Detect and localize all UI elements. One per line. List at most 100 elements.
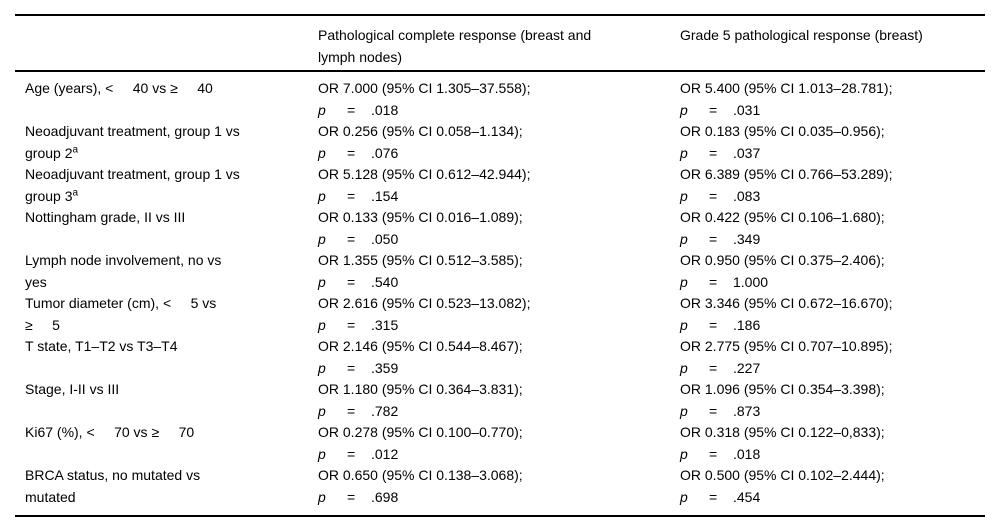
p-symbol: p [318,488,326,505]
table-body: Age (years), < 40 vs ≥ 40 OR 7.000 (95% C… [15,72,985,515]
p-symbol: p [680,316,688,333]
row-label: Stage, I-II vs III [15,379,310,401]
equals-sign: = [347,187,356,204]
p-value: .083 [733,187,761,204]
or-ci-text: OR 2.146 (95% CI 0.544–8.467); [318,338,523,354]
p-symbol: p [680,488,688,505]
row-label: Lymph node involvement, no vs yes [15,250,310,293]
grade5-value-cell: OR 1.096 (95% CI 0.354–3.398); p = .873 [680,379,985,422]
p-value: .018 [371,101,399,118]
row-label-line: Neoadjuvant treatment, group 1 vs [25,166,240,182]
grade5-value-cell: OR 0.500 (95% CI 0.102–2.444); p = .454 [680,465,985,508]
grade5-value-cell: OR 0.183 (95% CI 0.035–0.956); p = .037 [680,121,985,164]
grade5-value-cell: OR 3.346 (95% CI 0.672–16.670); p = .186 [680,293,985,336]
p-value: .031 [733,101,761,118]
p-symbol: p [318,445,326,462]
table-row: Lymph node involvement, no vs yes OR 1.355… [15,250,985,293]
equals-sign: = [709,316,718,333]
or-ci-text: OR 5.400 (95% CI 1.013–28.781); [680,80,893,96]
equals-sign: = [347,273,356,290]
p-value-line: p = .782 [318,401,680,423]
p-value: .873 [733,402,761,419]
row-label: Ki67 (%), < 70 vs ≥ 70 [15,422,310,444]
paper-table-page: Pathological complete response (breast a… [0,14,1000,517]
p-symbol: p [680,359,688,376]
equals-sign: = [347,488,356,505]
p-value-line: p = .012 [318,444,680,466]
p-value: .782 [371,402,399,419]
p-value: .012 [371,445,399,462]
or-ci-text: OR 0.650 (95% CI 0.138–3.068); [318,467,523,483]
or-ci-text: OR 0.278 (95% CI 0.100–0.770); [318,424,523,440]
p-symbol: p [680,144,688,161]
p-value-line: p = .186 [680,315,985,337]
row-label-line: Neoadjuvant treatment, group 1 vs [25,123,240,139]
row-label-line: Stage, I-II vs III [25,381,120,397]
p-value: .698 [371,488,399,505]
or-ci-text: OR 0.422 (95% CI 0.106–1.680); [680,209,885,225]
table-row: Tumor diameter (cm), < 5 vs ≥ 5 OR 2.616 (… [15,293,985,336]
header-pathological-complete-response: Pathological complete response (breast a… [318,27,592,65]
p-value: .540 [371,273,399,290]
or-ci-text: OR 0.950 (95% CI 0.375–2.406); [680,252,885,268]
or-ci-text: OR 0.318 (95% CI 0.122–0,833); [680,424,885,440]
equals-sign: = [709,488,718,505]
equals-sign: = [709,402,718,419]
row-label-line: group 3a [25,186,79,204]
p-symbol: p [680,101,688,118]
p-value-line: p = .018 [318,100,680,122]
or-ci-text: OR 6.389 (95% CI 0.766–53.289); [680,166,893,182]
p-value-line: p = .037 [680,143,985,165]
p-symbol: p [318,316,326,333]
p-value-line: p = .873 [680,401,985,423]
p-symbol: p [680,230,688,247]
p-value-line: p = .359 [318,358,680,380]
p-value: .227 [733,359,761,376]
p-value-line: p = .083 [680,186,985,208]
p-value: .037 [733,144,761,161]
or-ci-text: OR 1.096 (95% CI 0.354–3.398); [680,381,885,397]
p-symbol: p [318,402,326,419]
row-label: BRCA status, no mutated vs mutated [15,465,310,508]
table-row: BRCA status, no mutated vs mutated OR 0.65… [15,465,985,508]
grade5-value-cell: OR 0.950 (95% CI 0.375–2.406); p = 1.000 [680,250,985,293]
table-row: Neoadjuvant treatment, group 1 vs group 3… [15,164,985,207]
table-row: Nottingham grade, II vs III OR 0.133 (95%… [15,207,985,250]
table-header-rule [15,70,985,72]
pcr-value-cell: OR 1.355 (95% CI 0.512–3.585); p = .540 [318,250,680,293]
equals-sign: = [347,402,356,419]
row-label: Age (years), < 40 vs ≥ 40 [15,78,310,100]
table-top-rule [15,14,985,16]
pcr-value-cell: OR 5.128 (95% CI 0.612–42.944); p = .154 [318,164,680,207]
equals-sign: = [709,230,718,247]
table-row: T state, T1–T2 vs T3–T4 OR 2.146 (95% CI … [15,336,985,379]
or-ci-text: OR 0.500 (95% CI 0.102–2.444); [680,467,885,483]
row-label-line: Age (years), < 40 vs ≥ 40 [25,80,213,96]
p-symbol: p [318,101,326,118]
p-value-line: p = 1.000 [680,272,985,294]
equals-sign: = [709,187,718,204]
or-ci-text: OR 0.133 (95% CI 0.016–1.089); [318,209,523,225]
grade5-value-cell: OR 5.400 (95% CI 1.013–28.781); p = .031 [680,78,985,121]
row-label-line: Lymph node involvement, no vs [25,252,222,268]
or-ci-text: OR 2.775 (95% CI 0.707–10.895); [680,338,893,354]
table-row: Ki67 (%), < 70 vs ≥ 70 OR 0.278 (95% CI 0… [15,422,985,465]
p-symbol: p [318,187,326,204]
or-ci-text: OR 0.256 (95% CI 0.058–1.134); [318,123,523,139]
p-symbol: p [318,230,326,247]
p-value-line: p = .227 [680,358,985,380]
p-symbol: p [680,445,688,462]
p-symbol: p [318,144,326,161]
or-ci-text: OR 7.000 (95% CI 1.305–37.558); [318,80,531,96]
pcr-value-cell: OR 0.133 (95% CI 0.016–1.089); p = .050 [318,207,680,250]
p-value-line: p = .076 [318,143,680,165]
grade5-value-cell: OR 2.775 (95% CI 0.707–10.895); p = .227 [680,336,985,379]
p-value-line: p = .050 [318,229,680,251]
p-symbol: p [680,273,688,290]
header-grade5-pathological-response: Grade 5 pathological response (breast) [680,27,923,43]
equals-sign: = [709,273,718,290]
equals-sign: = [347,101,356,118]
p-value-line: p = .018 [680,444,985,466]
p-value-line: p = .540 [318,272,680,294]
grade5-value-cell: OR 0.318 (95% CI 0.122–0,833); p = .018 [680,422,985,465]
